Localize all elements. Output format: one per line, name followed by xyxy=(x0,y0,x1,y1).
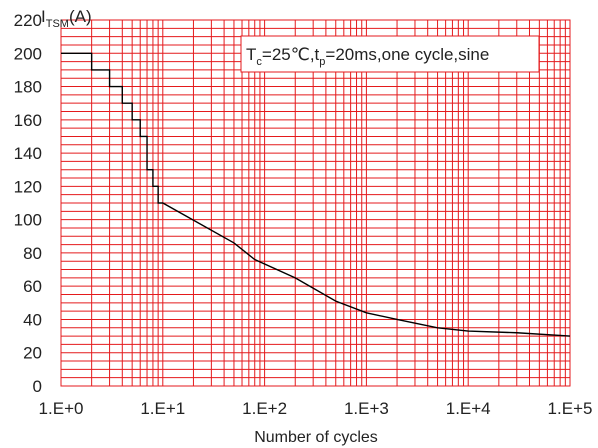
y-tick-label: 160 xyxy=(14,111,42,130)
y-tick-label: 180 xyxy=(14,78,42,97)
series-line xyxy=(61,52,571,337)
y-tick-label: 20 xyxy=(23,344,42,363)
plot-frame xyxy=(60,19,571,387)
annotation-segment: T xyxy=(246,45,256,64)
y-tick-label: 100 xyxy=(14,211,42,230)
y-axis-title-sub: TSM xyxy=(46,18,69,30)
annotation-segment: =25℃,t xyxy=(262,45,320,64)
y-axis-title: ITSM(A) xyxy=(41,7,92,30)
annotation-subscript: c xyxy=(256,56,262,68)
y-tick-label: 60 xyxy=(23,277,42,296)
series-line-group xyxy=(61,52,571,337)
y-tick-label: 200 xyxy=(14,44,42,63)
annotation-subscript: p xyxy=(319,56,325,68)
y-axis-title-base: I xyxy=(41,7,46,26)
annotation-segment: =20ms,one cycle,sine xyxy=(325,45,489,64)
y-tick-label: 80 xyxy=(23,244,42,263)
x-axis-title: Number of cycles xyxy=(254,429,378,446)
y-tick-label: 0 xyxy=(33,377,42,396)
annotation-box: Tc=25℃,tp=20ms,one cycle,sine xyxy=(240,35,540,73)
x-tick-label: 1.E+1 xyxy=(140,399,185,418)
tick-labels: 0 20 40 60 80 100 120 140 160 180 200 220 1.E+0 1.E+1… xyxy=(14,11,593,418)
x-tick-label: 1.E+5 xyxy=(548,399,593,418)
y-tick-label: 140 xyxy=(14,144,42,163)
annotation-text: Tc=25℃,tp=20ms,one cycle,sine xyxy=(246,45,489,68)
y-tick-label: 40 xyxy=(23,310,42,329)
x-tick-label: 1.E+0 xyxy=(39,399,84,418)
x-tick-label: 1.E+2 xyxy=(242,399,287,418)
y-tick-label: 120 xyxy=(14,177,42,196)
x-tick-label: 1.E+4 xyxy=(446,399,491,418)
y-tick-label: 220 xyxy=(14,11,42,30)
x-tick-label: 1.E+3 xyxy=(344,399,389,418)
grid xyxy=(60,19,571,387)
y-axis-title-unit: (A) xyxy=(69,7,92,26)
